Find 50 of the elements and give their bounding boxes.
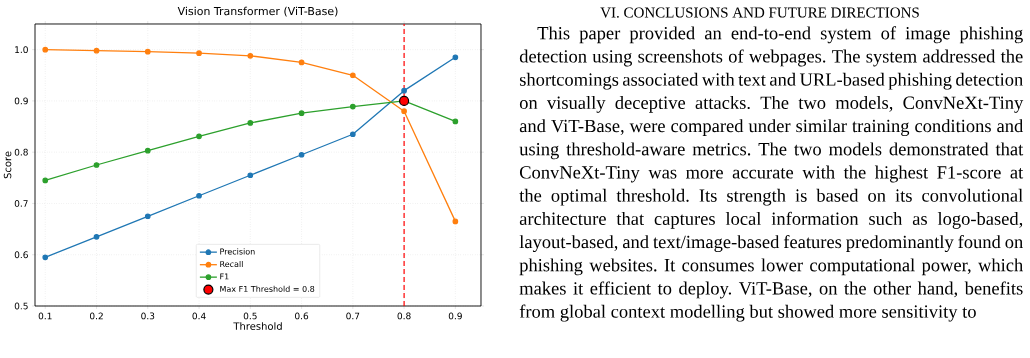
point — [196, 192, 202, 199]
point — [349, 103, 356, 110]
point — [452, 118, 459, 125]
x-tick-label: 0.9 — [448, 312, 462, 320]
point — [144, 48, 151, 55]
x-axis-title: Threshold — [233, 322, 282, 330]
point — [196, 133, 202, 140]
legend-label: Precision — [220, 248, 255, 255]
text: VI. CONCLUSIONS AND FUTURE DIRECTIONS — [600, 7, 919, 18]
point — [401, 108, 407, 115]
point — [452, 218, 459, 225]
point — [247, 52, 254, 59]
x-tick-label: 0.6 — [295, 312, 309, 320]
x-tick-label: 0.3 — [141, 312, 155, 320]
point — [349, 131, 356, 138]
point — [247, 172, 254, 179]
legend-label: Recall — [220, 260, 243, 268]
x-tick-label: 0.8 — [397, 312, 411, 320]
y-tick-label: 0.9 — [14, 97, 28, 105]
point — [298, 59, 305, 66]
legend-label: Max F1 Threshold = 0.8 — [220, 285, 315, 292]
y-tick-label: 0.5 — [14, 302, 28, 310]
point — [42, 254, 49, 261]
point — [247, 120, 254, 126]
x-tick-label: 0.7 — [346, 312, 360, 320]
point — [93, 162, 100, 168]
y-axis-title: Score — [3, 151, 12, 179]
x-tick-label: 0.4 — [192, 312, 206, 320]
point — [298, 151, 305, 158]
point — [196, 50, 202, 57]
chart-title: Vision Transformer (ViT-Base) — [177, 6, 338, 17]
legend-label: F1 — [220, 273, 229, 280]
point — [144, 147, 151, 154]
x-tick-label: 0.1 — [38, 312, 52, 320]
y-tick-label: 0.7 — [14, 200, 28, 207]
y-tick-label: 0.8 — [14, 148, 28, 156]
point — [349, 72, 356, 79]
point — [42, 177, 49, 184]
x-tick-label: 0.5 — [243, 312, 257, 320]
point — [452, 54, 459, 61]
point — [42, 46, 49, 53]
point — [93, 47, 100, 54]
y-tick-label: 1.0 — [15, 46, 28, 54]
x-tick-label: 0.2 — [89, 312, 103, 320]
point — [401, 87, 407, 94]
point — [298, 110, 305, 117]
point — [144, 213, 151, 220]
y-tick-label: 0.6 — [14, 251, 28, 259]
text: This paper provided an end-to-end system of image phishing detection using screenshots of webpages. The system addressed the shortcomings associated with text and URL-based phishing detection on visually deceptive attacks. The two models, ConvNeXt-Tiny and ViT-Base, were compared under similar training conditions and using threshold-aware metrics. The two models demonstrated that ConvNeXt-Tiny was more accurate with the highest F1-score at the optimal threshold. Its strength is based on its convolutional architecture that captures local information such as logo-based, layout-based, and text/image-based features predominantly found on phishing websites. It consumes lower computational power, which makes it efficient to deploy. ViT-Base, on the other hand, benefits from global context modelling but showed more sensitivity to — [519, 26, 1024, 322]
point — [93, 233, 100, 240]
